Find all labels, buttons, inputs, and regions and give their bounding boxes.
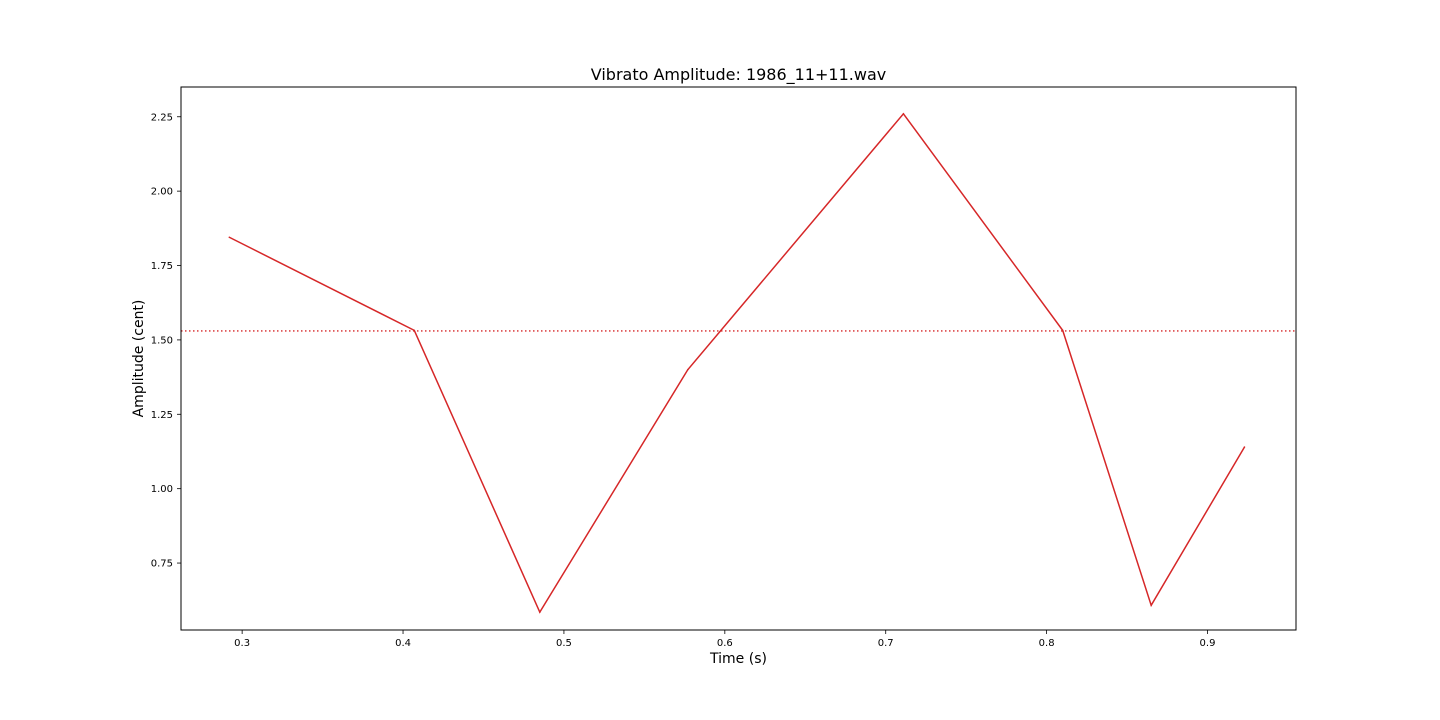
x-axis-ticks: 0.3 0.4 0.5 0.6 0.7 0.8 0.9 <box>234 630 1215 649</box>
x-tick-label: 0.9 <box>1200 638 1216 649</box>
data-point <box>413 329 416 332</box>
y-tick-label: 2.00 <box>151 187 173 198</box>
y-tick-label: 1.00 <box>151 484 173 495</box>
y-tick-label: 0.75 <box>151 559 173 570</box>
y-axis-label: Amplitude (cent) <box>131 300 147 418</box>
x-tick-label: 0.4 <box>395 638 411 649</box>
data-point <box>902 113 905 115</box>
data-point <box>539 611 541 613</box>
data-point <box>1243 446 1246 448</box>
y-tick-label: 1.50 <box>151 335 173 346</box>
data-point <box>687 368 689 371</box>
x-tick-label: 0.5 <box>556 638 572 649</box>
data-point <box>228 236 231 239</box>
y-tick-label: 2.25 <box>151 112 173 123</box>
x-tick-label: 0.8 <box>1039 638 1055 649</box>
x-tick-label: 0.3 <box>234 638 250 649</box>
y-tick-label: 1.75 <box>151 261 173 272</box>
series-layer <box>228 112 1246 614</box>
chart-title: Vibrato Amplitude: 1986_11+11.wav <box>591 65 886 85</box>
y-axis-ticks: 0.75 1.00 1.25 1.50 1.75 2.00 2.25 <box>151 112 181 570</box>
x-axis-label: Time (s) <box>709 651 767 667</box>
y-tick-label: 1.25 <box>151 410 173 421</box>
data-point <box>1061 329 1064 332</box>
x-tick-label: 0.6 <box>717 638 733 649</box>
data-point <box>1150 604 1152 607</box>
x-tick-label: 0.7 <box>878 638 894 649</box>
series-line-0 <box>228 112 1246 614</box>
plot-area-frame <box>180 86 1297 631</box>
